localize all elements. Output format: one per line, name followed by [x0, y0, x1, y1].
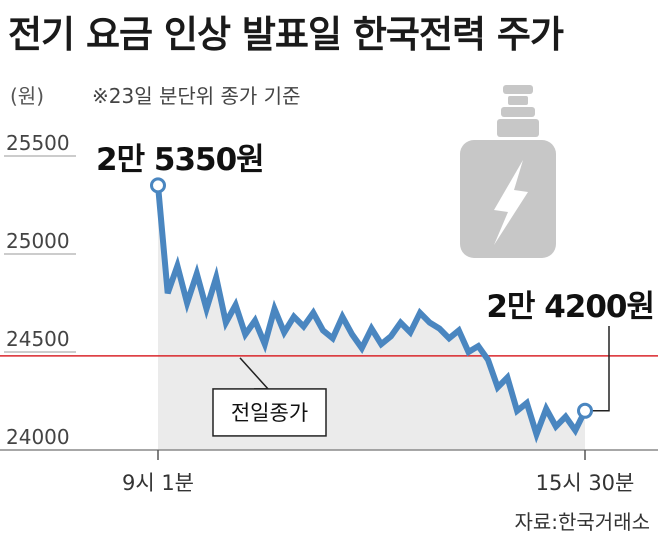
end-point-marker	[577, 402, 593, 419]
price-area	[158, 185, 585, 450]
chart-title: 전기 요금 인상 발표일 한국전력 주가	[8, 13, 564, 56]
end-price-leader	[592, 326, 610, 412]
previous-close-box	[212, 388, 327, 437]
start-price-label: 2만 5350원	[96, 142, 264, 178]
x-tick-label: 15시 30분	[536, 471, 635, 495]
chart-note: ※23일 분단위 종가 기준	[92, 84, 301, 108]
start-point-marker	[150, 177, 166, 194]
data-source: 자료:한국거래소	[514, 510, 650, 534]
y-axis-unit-label: (원)	[10, 84, 45, 108]
battery-lightning-icon	[460, 85, 556, 258]
end-price-label: 2만 4200원	[486, 289, 654, 325]
y-tick-label: 25500	[6, 131, 70, 155]
price-line	[155, 182, 588, 444]
y-tick-label: 24000	[6, 425, 70, 449]
y-tick-label: 25000	[6, 229, 70, 253]
y-tick-label: 24500	[6, 327, 70, 351]
x-tick-label: 9시 1분	[122, 471, 194, 495]
previous-close-label: 전일종가	[231, 401, 308, 425]
